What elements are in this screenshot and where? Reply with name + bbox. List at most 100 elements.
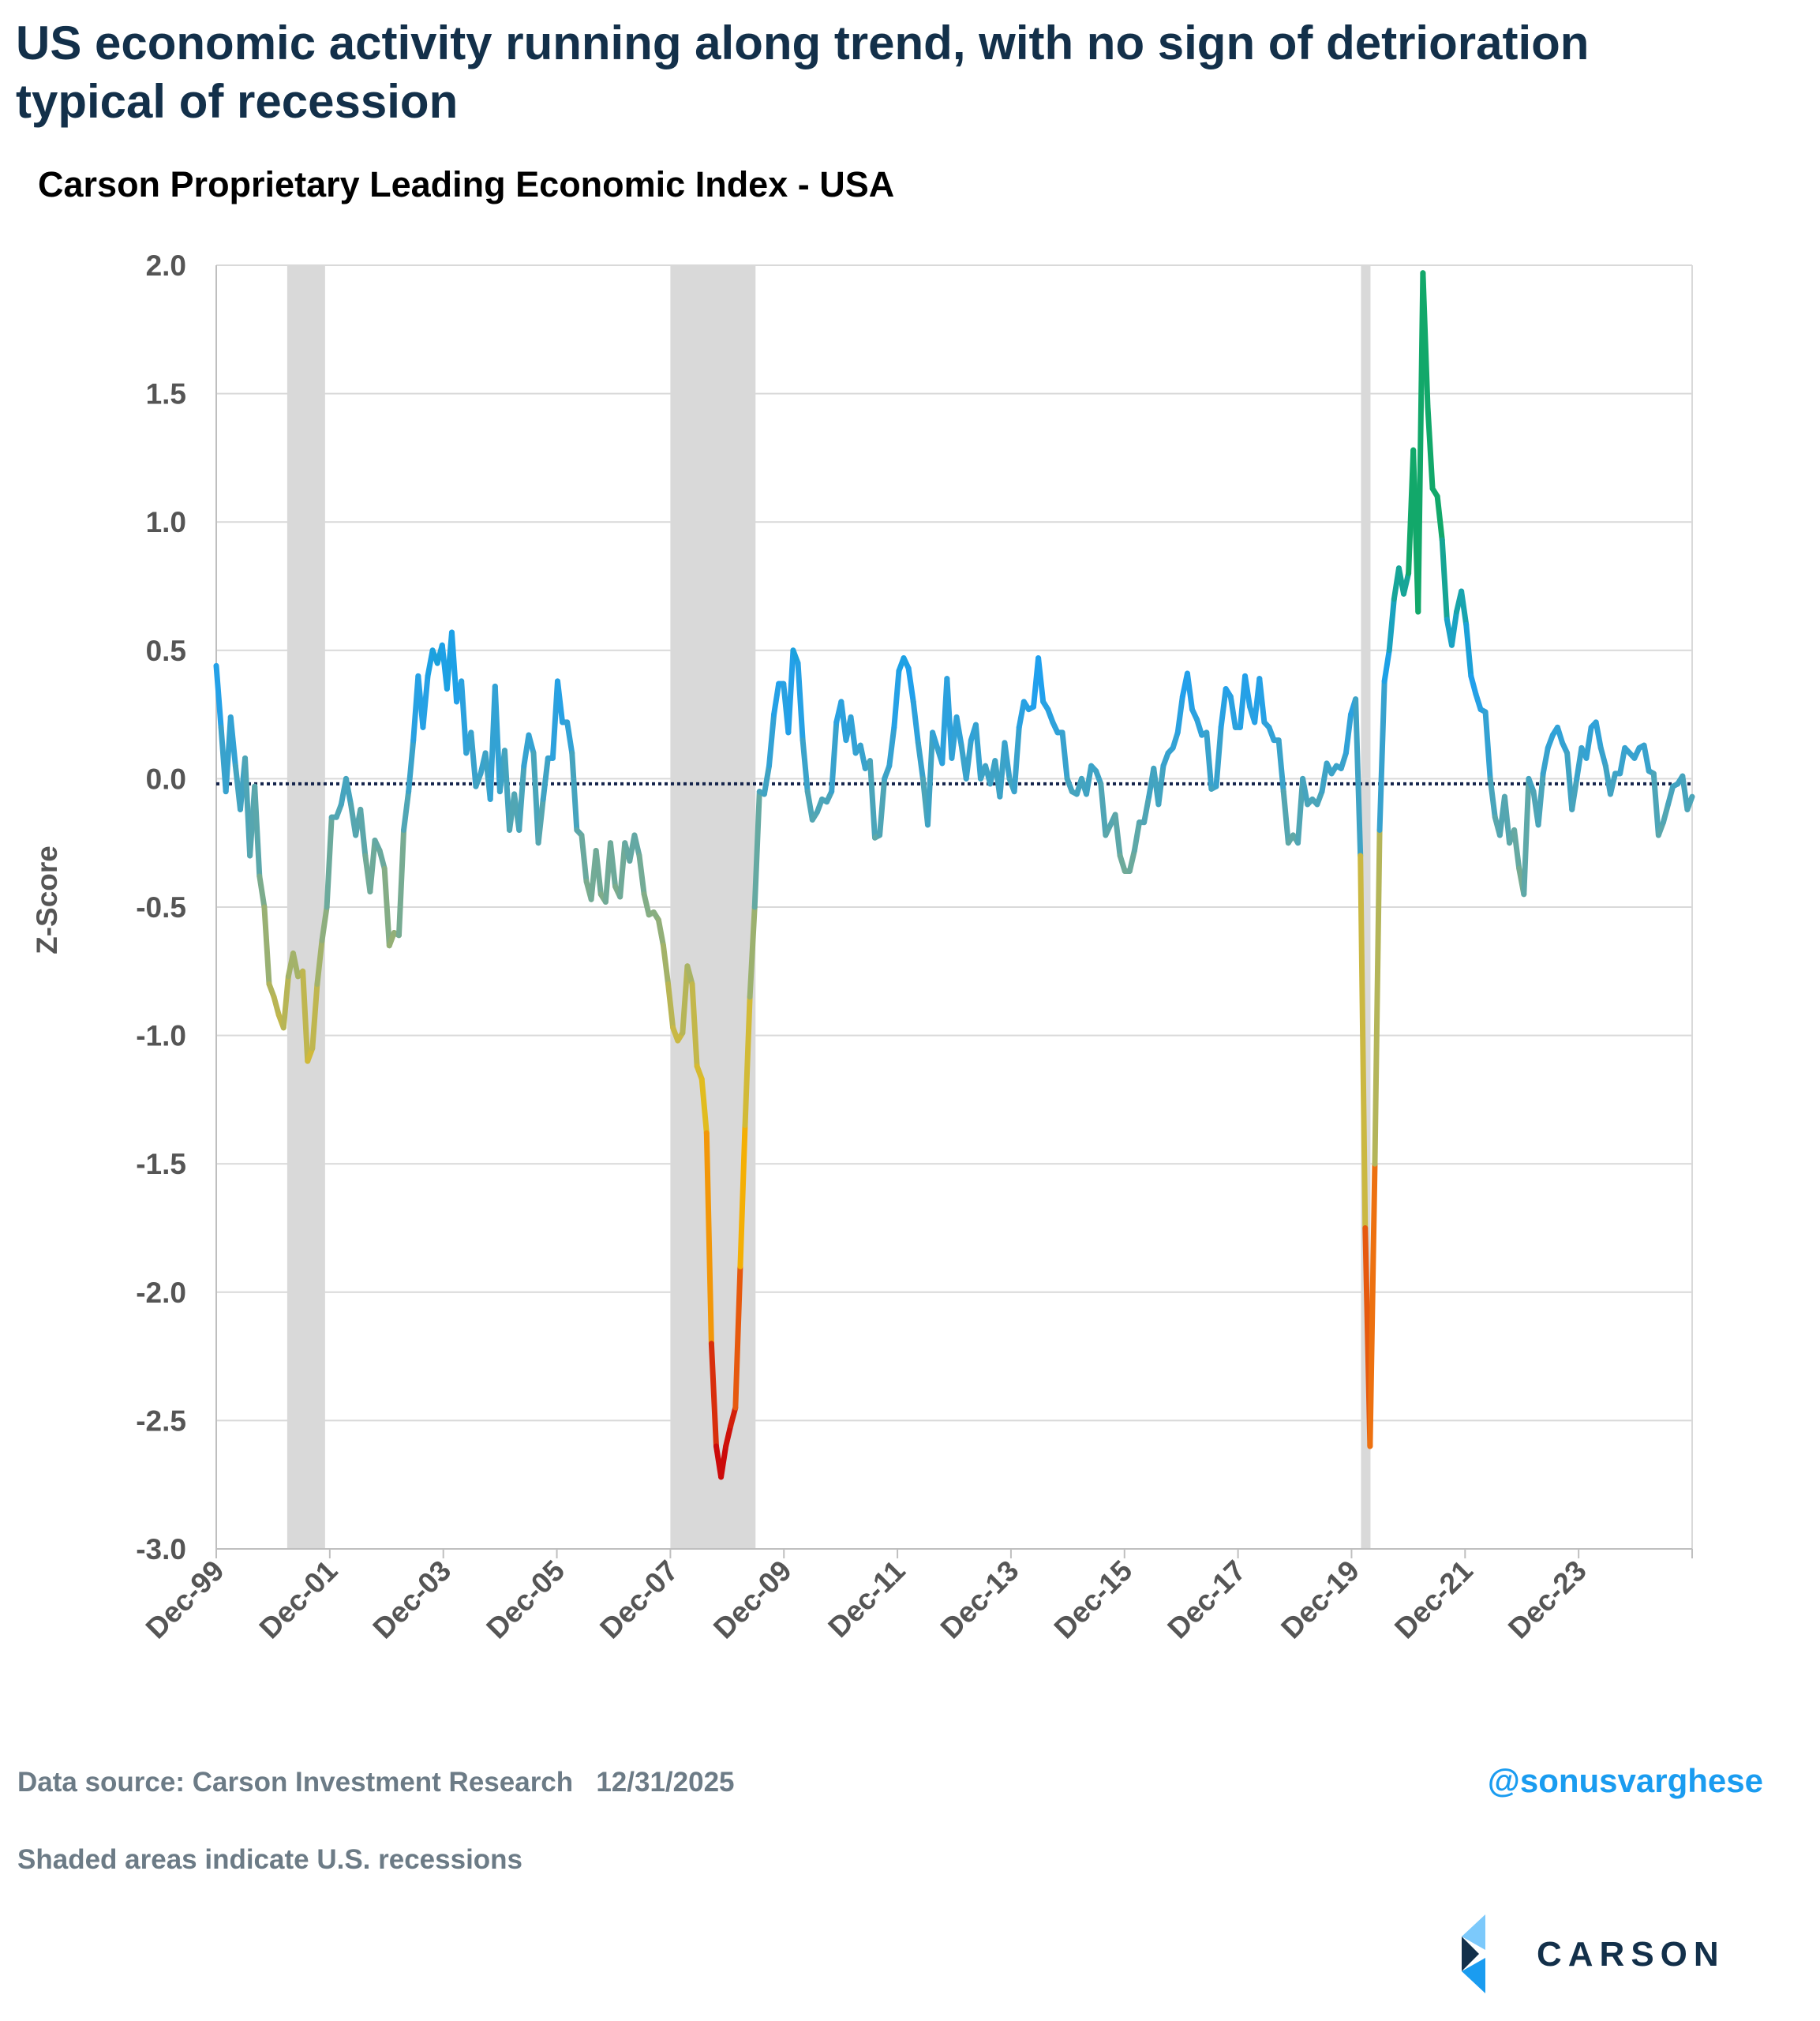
series-segment <box>271 994 282 1018</box>
series-segment <box>915 740 926 782</box>
series-segment <box>848 714 859 756</box>
series-segment <box>468 729 479 789</box>
series-segment <box>1174 693 1185 736</box>
series-segment <box>579 832 590 884</box>
series-segment <box>1448 609 1460 648</box>
series-segment <box>877 775 888 838</box>
series-segment <box>459 678 470 756</box>
series-segment <box>886 724 897 769</box>
series-segment <box>829 719 840 795</box>
series-segment <box>747 904 758 1000</box>
series-segment <box>1511 827 1522 872</box>
series-segment <box>1420 270 1431 410</box>
series-segment <box>1574 744 1585 782</box>
series-segment <box>905 666 916 705</box>
series-segment <box>771 681 782 718</box>
series-segment <box>420 673 431 730</box>
series-segment <box>660 943 672 988</box>
series-segment <box>526 732 537 756</box>
series-segment <box>800 737 811 795</box>
series-segment <box>1641 742 1652 774</box>
series-segment <box>924 729 936 828</box>
series-segment <box>367 837 378 894</box>
x-tick-label: Dec-15 <box>1048 1554 1139 1645</box>
series-segment <box>684 963 695 988</box>
series-segment <box>785 647 796 736</box>
series-segment <box>1439 537 1450 623</box>
series-segment <box>1367 1160 1378 1449</box>
x-tick-label: Dec-01 <box>253 1554 344 1645</box>
series-segment <box>1386 596 1397 654</box>
series-segment <box>1227 693 1238 730</box>
series-segment <box>718 1443 729 1480</box>
series-segment <box>1204 729 1215 792</box>
series-segment <box>593 847 604 898</box>
series-segment <box>1098 781 1109 838</box>
series-segment <box>737 1122 748 1269</box>
series-segment <box>569 750 580 833</box>
series-segment <box>290 951 301 980</box>
series-segment <box>617 840 628 900</box>
y-axis-label: Z-Score <box>31 846 63 954</box>
series-segment <box>1112 812 1123 859</box>
series-segment <box>1540 744 1551 777</box>
series-segment <box>689 981 700 1070</box>
series-segment <box>631 832 642 859</box>
carson-logo-text: CARSON <box>1537 1935 1725 1974</box>
series-segment <box>1242 673 1253 710</box>
series-segment <box>723 1423 734 1449</box>
series-segment <box>1617 744 1628 777</box>
series-segment <box>708 1340 719 1449</box>
series-segment <box>492 683 503 795</box>
series-segment <box>1275 737 1286 795</box>
index-series <box>213 270 1695 1480</box>
series-segment <box>795 660 806 744</box>
series-segment <box>655 917 666 949</box>
series-segment <box>358 806 369 859</box>
author-handle[interactable]: @sonusvarghese <box>1487 1762 1763 1799</box>
series-segment <box>641 891 652 918</box>
carson-logo-icon <box>1462 1914 1485 1993</box>
series-segment <box>1535 771 1546 828</box>
x-tick-label: Dec-03 <box>367 1554 458 1645</box>
series-segment <box>1381 647 1392 684</box>
series-segment <box>1597 744 1608 769</box>
series-segment <box>1353 696 1364 859</box>
series-segment <box>309 981 320 1052</box>
x-tick-label: Dec-11 <box>822 1554 911 1644</box>
y-tick-label: 2.0 <box>146 249 186 282</box>
y-tick-label: -2.5 <box>136 1404 186 1437</box>
series-segment <box>1521 775 1532 898</box>
series-segment <box>972 722 984 782</box>
y-tick-label: 1.5 <box>146 378 186 411</box>
series-segment <box>257 873 268 910</box>
series-segment <box>953 714 964 748</box>
gridlines <box>216 264 1693 1549</box>
series-segment <box>1501 793 1513 846</box>
series-segment <box>376 847 388 872</box>
series-segment <box>1016 699 1027 730</box>
series-segment <box>1035 655 1047 705</box>
series-segment <box>867 758 878 841</box>
x-tick-label: Dec-13 <box>934 1554 1025 1645</box>
x-tick-label: Dec-23 <box>1502 1554 1593 1645</box>
x-tick-label: Dec-09 <box>707 1554 798 1645</box>
series-segment <box>1126 847 1137 874</box>
series-segment <box>804 789 815 823</box>
series-segment <box>1650 771 1661 838</box>
series-segment <box>395 827 407 939</box>
series-segment <box>963 737 974 782</box>
series-segment <box>698 1076 710 1136</box>
series-segment <box>554 678 566 726</box>
series-segment <box>319 904 330 943</box>
series-segment <box>406 737 417 795</box>
series-segment <box>1131 819 1143 853</box>
series-segment <box>891 668 902 730</box>
series-segment <box>535 796 546 846</box>
series-segment <box>1463 621 1474 679</box>
series-segment <box>636 853 647 898</box>
y-tick-label: -2.0 <box>136 1277 186 1309</box>
series-segment <box>1280 789 1291 846</box>
